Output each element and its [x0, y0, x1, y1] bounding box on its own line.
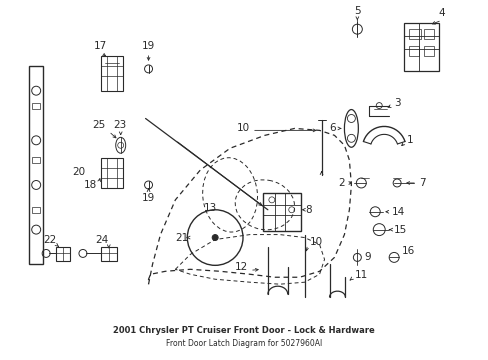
Text: 22: 22 — [43, 234, 56, 244]
Text: 15: 15 — [393, 225, 407, 235]
Text: 7: 7 — [418, 178, 425, 188]
Bar — [403, 23, 438, 71]
Bar — [32, 207, 40, 213]
Bar — [56, 247, 70, 261]
Text: 9: 9 — [364, 252, 370, 262]
Text: 19: 19 — [142, 193, 155, 203]
Bar — [423, 46, 433, 56]
Text: Front Door Latch Diagram for 5027960AI: Front Door Latch Diagram for 5027960AI — [165, 339, 322, 348]
Bar — [408, 29, 420, 39]
Circle shape — [212, 235, 218, 240]
Text: 17: 17 — [94, 41, 107, 51]
Text: 6: 6 — [328, 123, 335, 134]
Text: 18: 18 — [84, 180, 97, 190]
Bar — [263, 193, 300, 231]
Text: 2001 Chrysler PT Cruiser Front Door - Lock & Hardware: 2001 Chrysler PT Cruiser Front Door - Lo… — [113, 326, 374, 335]
Text: 10: 10 — [309, 237, 322, 247]
Text: 16: 16 — [401, 247, 414, 256]
Bar — [101, 247, 117, 261]
Text: 12: 12 — [234, 262, 247, 272]
Text: 3: 3 — [393, 98, 400, 108]
Text: 19: 19 — [142, 41, 155, 51]
Bar — [101, 158, 122, 188]
Text: 4: 4 — [438, 8, 444, 18]
Text: 10: 10 — [236, 123, 249, 134]
Bar — [29, 66, 43, 264]
Text: 24: 24 — [95, 234, 108, 244]
Text: 13: 13 — [203, 203, 216, 213]
Text: 21: 21 — [175, 233, 188, 243]
Text: 5: 5 — [353, 6, 360, 16]
Text: 8: 8 — [305, 205, 312, 215]
Text: 23: 23 — [113, 121, 126, 130]
Text: 14: 14 — [391, 207, 405, 217]
Text: 20: 20 — [72, 167, 85, 177]
Bar — [408, 46, 418, 56]
Text: 11: 11 — [354, 270, 367, 280]
Bar — [101, 56, 122, 91]
Bar — [32, 103, 40, 109]
Bar — [423, 29, 433, 39]
Text: 25: 25 — [92, 121, 105, 130]
Bar — [32, 157, 40, 163]
Text: 2: 2 — [337, 178, 344, 188]
Text: 1: 1 — [406, 135, 413, 145]
